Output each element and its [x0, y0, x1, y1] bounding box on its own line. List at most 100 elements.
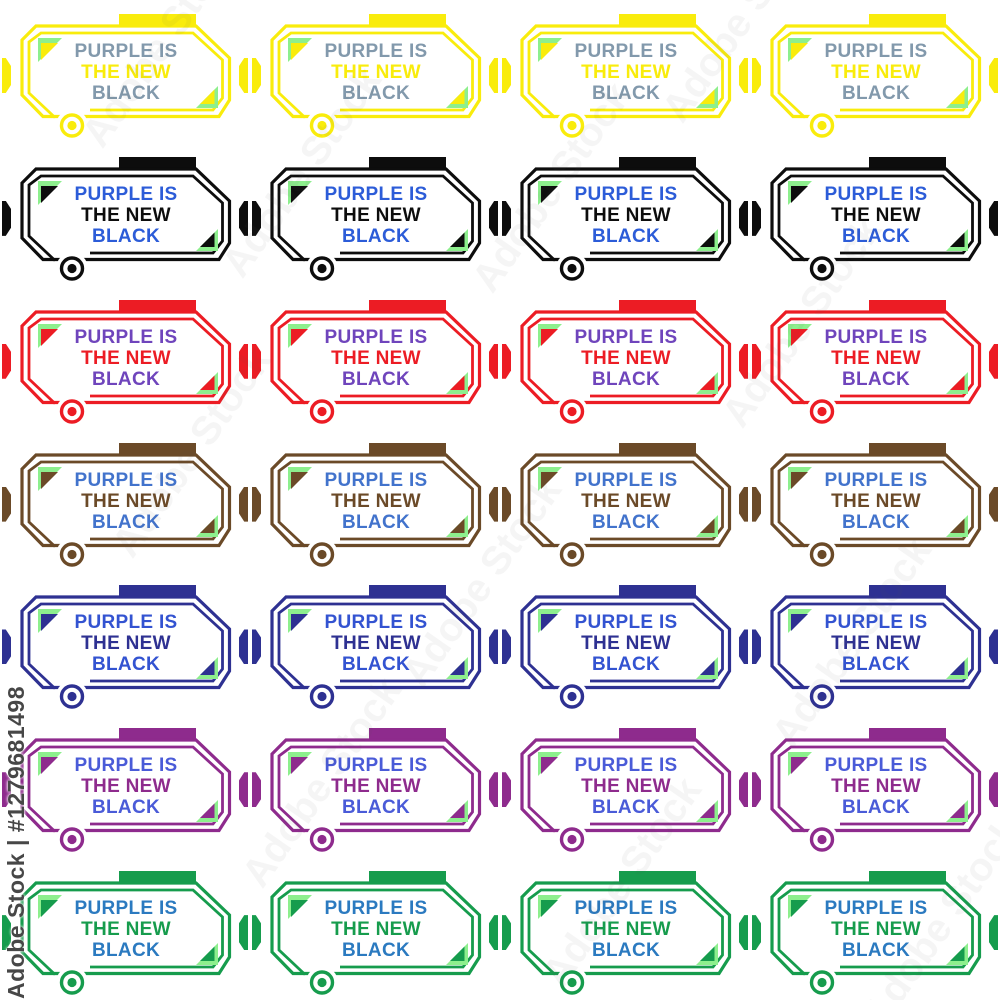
- text-line-1: PURPLE IS: [574, 612, 678, 634]
- text-line-3: BLACK: [92, 511, 160, 533]
- circle-dot: [67, 406, 77, 416]
- frame-text-block: PURPLE IS THE NEW BLACK: [774, 184, 978, 247]
- outer-border: [20, 738, 232, 833]
- text-line-3: BLACK: [92, 654, 160, 676]
- frame-row-red: PURPLE IS THE NEW BLACK PURPLE IS: [0, 286, 1000, 429]
- circle-dot: [817, 120, 827, 131]
- text-line-1: PURPLE IS: [574, 469, 678, 491]
- bottom-right-corner-triangle-inner-icon: [700, 660, 715, 676]
- text-line-2: THE NEW: [581, 490, 671, 512]
- frame-top-tab: [119, 156, 196, 170]
- bottom-right-corner-triangle-inner-icon: [200, 518, 215, 533]
- frame-top-tab: [619, 156, 696, 170]
- frame-text-block: PURPLE IS THE NEW BLACK: [24, 184, 228, 247]
- text-line-1: PURPLE IS: [324, 183, 428, 205]
- circle-dot: [567, 120, 577, 131]
- frame-text-block: PURPLE IS THE NEW BLACK: [524, 327, 728, 390]
- bottom-right-corner-triangle-inner-icon: [950, 660, 965, 676]
- left-bracket-ornament: [502, 915, 511, 951]
- frame-top-tab: [369, 156, 446, 170]
- frame-top-tab: [619, 442, 696, 456]
- circle-dot: [317, 406, 327, 416]
- right-bracket-ornament: [989, 486, 998, 522]
- text-line-2: THE NEW: [81, 490, 171, 512]
- frame-border-graphic: [520, 728, 732, 856]
- frame-border-graphic: [20, 585, 232, 713]
- text-line-2: THE NEW: [831, 633, 921, 655]
- frame-top-tab: [869, 585, 946, 598]
- top-left-corner-triangle-inner-icon: [291, 328, 308, 346]
- text-line-2: THE NEW: [581, 633, 671, 655]
- frame-text-block: PURPLE IS THE NEW BLACK: [774, 327, 978, 390]
- outer-border: [20, 24, 232, 119]
- circle-dot: [817, 835, 827, 845]
- outer-border: [270, 881, 482, 976]
- text-line-1: PURPLE IS: [824, 183, 928, 205]
- frame-text-block: PURPLE IS THE NEW BLACK: [524, 184, 728, 247]
- frame-text-block: PURPLE IS THE NEW BLACK: [274, 184, 478, 247]
- frame-top-tab: [369, 299, 446, 313]
- right-bracket-ornament: [489, 629, 498, 665]
- text-line-1: PURPLE IS: [74, 612, 178, 634]
- left-bracket-ornament: [502, 200, 511, 236]
- left-bracket-ornament: [2, 58, 11, 93]
- outer-border: [20, 167, 232, 261]
- text-line-1: PURPLE IS: [74, 898, 178, 920]
- text-line-2: THE NEW: [331, 62, 421, 83]
- text-line-1: PURPLE IS: [824, 41, 928, 62]
- outer-border: [770, 738, 982, 833]
- frame-border-graphic: [20, 442, 232, 571]
- circle-dot: [67, 120, 77, 131]
- outer-border: [770, 167, 982, 261]
- circle-dot: [67, 549, 77, 559]
- text-line-2: THE NEW: [831, 776, 921, 798]
- text-line-1: PURPLE IS: [74, 41, 178, 62]
- circle-dot: [817, 978, 827, 988]
- text-line-3: BLACK: [92, 797, 160, 819]
- text-line-1: PURPLE IS: [574, 41, 678, 62]
- frame-card: PURPLE IS THE NEW BLACK: [0, 429, 250, 572]
- bottom-right-corner-triangle-inner-icon: [450, 946, 465, 962]
- bottom-right-corner-triangle-inner-icon: [700, 232, 715, 247]
- left-bracket-ornament: [252, 772, 261, 808]
- top-left-corner-triangle-inner-icon: [41, 42, 58, 60]
- frame-text-block: PURPLE IS THE NEW BLACK: [774, 41, 978, 104]
- circle-dot: [567, 835, 577, 845]
- frame-border-graphic: [770, 13, 982, 142]
- outer-border: [770, 24, 982, 119]
- bottom-right-corner-triangle-inner-icon: [200, 89, 215, 104]
- outer-border: [270, 452, 482, 547]
- top-left-corner-triangle-inner-icon: [41, 614, 58, 632]
- text-line-1: PURPLE IS: [74, 326, 178, 348]
- text-line-1: PURPLE IS: [324, 755, 428, 777]
- frame-card: PURPLE IS THE NEW BLACK: [750, 143, 1000, 286]
- text-line-3: BLACK: [342, 83, 410, 104]
- frame-top-tab: [369, 871, 446, 884]
- frame-border-graphic: [20, 871, 232, 999]
- bottom-right-corner-triangle-inner-icon: [450, 89, 465, 104]
- top-left-corner-triangle-inner-icon: [791, 42, 808, 60]
- frame-text-block: PURPLE IS THE NEW BLACK: [774, 755, 978, 818]
- frame-border-graphic: [520, 442, 732, 571]
- frame-row-brown: PURPLE IS THE NEW BLACK PURPLE IS: [0, 429, 1000, 572]
- frame-text-block: PURPLE IS THE NEW BLACK: [524, 755, 728, 818]
- frame-top-tab: [369, 728, 446, 741]
- frame-card: PURPLE IS THE NEW BLACK: [0, 714, 250, 857]
- circle-dot: [317, 120, 327, 131]
- frame-card: PURPLE IS THE NEW BLACK: [250, 143, 500, 286]
- text-line-1: PURPLE IS: [324, 898, 428, 920]
- circle-dot: [817, 263, 827, 273]
- circle-dot: [317, 263, 327, 273]
- text-line-2: THE NEW: [331, 490, 421, 512]
- frame-border-graphic: [770, 728, 982, 856]
- text-line-2: THE NEW: [331, 776, 421, 798]
- circle-dot: [567, 549, 577, 559]
- frame-row-navy: PURPLE IS THE NEW BLACK PURPLE IS: [0, 571, 1000, 714]
- frame-card: PURPLE IS THE NEW BLACK: [500, 286, 750, 429]
- bottom-right-corner-triangle-inner-icon: [450, 660, 465, 676]
- frame-top-tab: [119, 728, 196, 741]
- left-bracket-ornament: [752, 58, 761, 93]
- frame-text-block: PURPLE IS THE NEW BLACK: [274, 41, 478, 104]
- text-line-3: BLACK: [342, 511, 410, 533]
